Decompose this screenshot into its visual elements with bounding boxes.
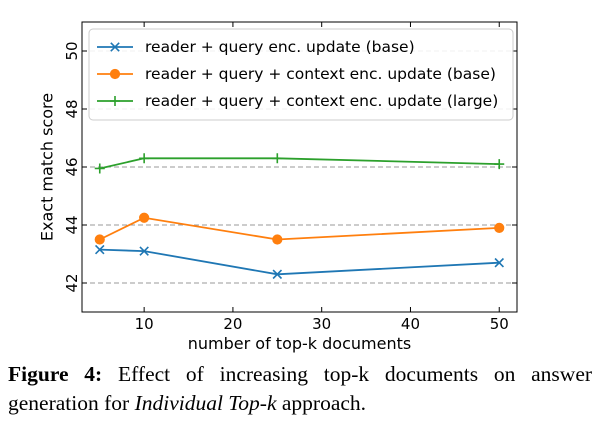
series-line [99,157,500,170]
data-point [94,163,105,174]
legend-item: reader + query + context enc. update (ba… [97,65,496,83]
data-point [494,159,505,170]
series-2 [94,212,505,245]
x-tick-label: 50 [490,315,509,333]
legend-marker [110,96,120,106]
caption-italic-text: Individual Top-k [134,391,277,415]
data-point [272,234,283,245]
legend-marker [109,68,121,80]
legend-item: reader + query + context enc. update (la… [97,92,498,110]
data-point [272,269,283,280]
series-line [99,216,500,241]
y-tick-label: 44 [63,215,81,234]
data-point [139,212,150,223]
line-chart: 42 44 46 48 50 10 20 30 40 50 Exact match score n… [38,21,518,353]
x-tick-label: 30 [312,315,331,333]
data-point [272,153,283,164]
legend-item: reader + query enc. update (base) [97,38,415,56]
caption-text-end: approach. [281,391,367,415]
data-point [94,244,105,255]
series-layer [94,153,505,280]
caption-label: Figure 4: [8,362,103,386]
y-tick-label: 42 [63,273,81,292]
data-point [139,246,149,256]
caption-text: Effect of increasing top-k documents on … [8,362,593,415]
series-1 [94,244,505,280]
y-axis-label: Exact match score [38,93,57,241]
x-tick-label: 20 [223,315,242,333]
x-axis-label: number of top-k documents [188,334,411,353]
y-tick-label: 50 [63,41,81,60]
data-point [494,257,505,268]
series-3 [94,153,505,174]
legend-label: reader + query + context enc. update (ba… [145,65,496,83]
figure-caption: Figure 4: Effect of increasing top-k doc… [8,360,592,418]
legend: reader + query enc. update (base) reader … [88,28,514,121]
x-tick-label: 40 [401,315,420,333]
x-tick-label: 10 [135,315,154,333]
data-point [494,222,505,233]
legend-label: reader + query enc. update (base) [145,38,415,56]
legend-box [88,28,514,121]
y-tick-label: 48 [63,99,81,118]
data-point [94,234,105,245]
series-line [99,248,500,276]
legend-marker [110,42,120,52]
axes: 42 44 46 48 50 10 20 30 40 50 [63,22,517,333]
legend-label: reader + query + context enc. update (la… [145,92,498,110]
y-tick-label: 46 [63,157,81,176]
data-point [139,153,150,164]
